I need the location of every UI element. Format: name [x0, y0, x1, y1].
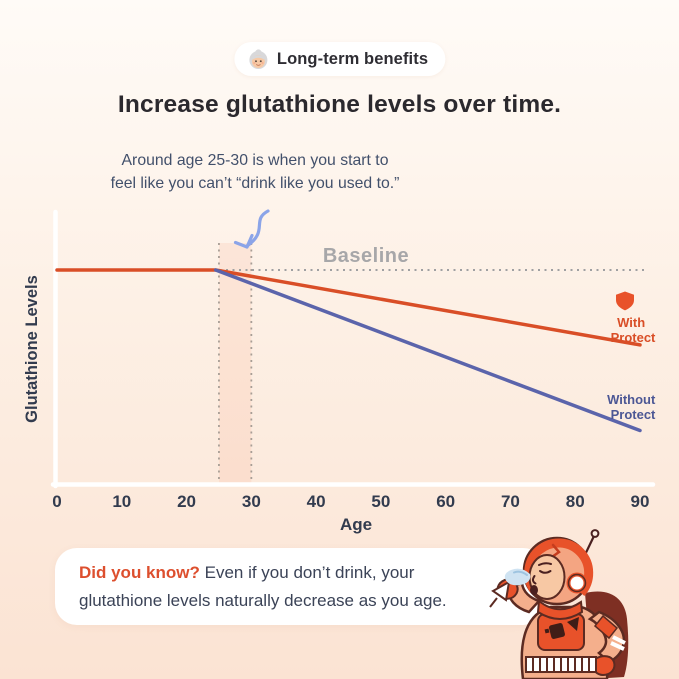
closed-eye	[539, 570, 552, 574]
x-tick-label: 10	[112, 492, 131, 511]
annotation-line2: feel like you can’t “drink like you used…	[110, 174, 400, 192]
legend-without-line1: Without	[607, 392, 656, 407]
chart-annotation: Around age 25-30 is when you start to fe…	[40, 150, 470, 196]
shoulder-patch	[593, 614, 619, 640]
card-highlight: Did you know?	[79, 562, 200, 582]
legend-with-protect: With Protect	[611, 315, 656, 345]
antenna-tip	[590, 529, 600, 538]
shield-icon	[616, 291, 634, 311]
martini-glass-icon	[489, 580, 511, 608]
x-tick-label: 30	[242, 492, 261, 511]
helmet-crack	[550, 543, 561, 559]
did-you-know-card: Did you know? Even if you don’t drink, y…	[55, 548, 545, 625]
x-tick-label: 0	[52, 492, 61, 511]
collar	[536, 599, 584, 620]
x-tick-label: 70	[501, 492, 520, 511]
x-tick-label: 50	[371, 492, 390, 511]
card-line1: Did you know? Even if you don’t drink, y…	[79, 559, 545, 587]
legend-with-line1: With	[617, 315, 645, 330]
helmet-rim	[524, 538, 594, 596]
x-tick-label: 40	[307, 492, 326, 511]
x-tick-label: 90	[631, 492, 650, 511]
grandma-emoji-icon	[248, 49, 267, 69]
legend-with-line2: Protect	[611, 330, 656, 345]
line-without-protect	[213, 268, 642, 433]
badge-label: Long-term benefits	[276, 49, 429, 68]
annotation-line1: Around age 25-30 is when you start to	[121, 152, 389, 169]
astronaut-illustration	[489, 529, 629, 679]
eyebrow	[538, 562, 552, 566]
curved-arrow-icon	[233, 209, 270, 249]
x-tick-label: 20	[177, 492, 196, 511]
badge: Long-term benefits	[233, 42, 446, 76]
x-axis-title: Age	[340, 515, 372, 534]
open-mouth	[530, 585, 538, 595]
nose	[532, 575, 537, 585]
x-tick-label: 80	[566, 492, 585, 511]
legend-without-protect: Without Protect	[607, 392, 659, 422]
earpiece-outline	[567, 573, 587, 593]
legend-without-line2: Protect	[611, 407, 656, 422]
x-tick-labels: 0 10 20 30 40 50 60 70 80 90	[52, 492, 649, 511]
page-title: Increase glutathione levels over time.	[117, 91, 562, 118]
card-line2: glutathione levels naturally decrease as…	[79, 590, 447, 610]
y-axis-title: Glutathione Levels	[23, 275, 41, 423]
elbow-stripes	[610, 635, 626, 651]
card-rest-line1: Even if you don’t drink, your	[199, 562, 415, 582]
x-tick-label: 60	[436, 492, 455, 511]
breath-puff-icon	[504, 568, 531, 586]
baseline-label: Baseline	[323, 245, 409, 267]
line-with-protect	[55, 268, 642, 347]
striped-belt	[525, 656, 597, 673]
